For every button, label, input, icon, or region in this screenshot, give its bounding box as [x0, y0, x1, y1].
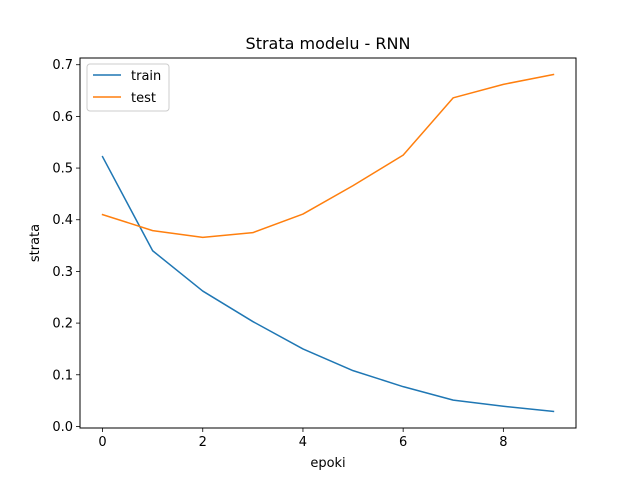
plot-frame: [79, 57, 577, 429]
y-tick-label: 0.0: [52, 420, 73, 435]
x-tick-label: 2: [199, 435, 207, 450]
y-tick-label: 0.2: [52, 317, 73, 332]
x-axis-label: epoki: [310, 456, 345, 471]
y-tick-label: 0.7: [52, 58, 73, 73]
chart-title: Strata modelu - RNN: [246, 34, 411, 53]
x-tick-label: 0: [98, 435, 106, 450]
x-axis-ticks: 0 2 4 6 8: [98, 428, 507, 450]
y-tick-label: 0.3: [52, 265, 73, 280]
x-tick-label: 8: [499, 435, 507, 450]
legend-label-train: train: [131, 69, 161, 84]
y-tick-label: 0.1: [52, 368, 73, 383]
series-line-test: [101, 73, 555, 239]
legend: train test: [86, 63, 170, 112]
plot-area: [101, 73, 555, 413]
legend-label-test: test: [131, 91, 156, 106]
y-tick-label: 0.5: [52, 162, 73, 177]
y-tick-label: 0.6: [52, 110, 73, 125]
series-line-train: [101, 155, 555, 413]
y-tick-label: 0.4: [52, 213, 73, 228]
y-axis-ticks: 0.0 0.1 0.2 0.3 0.4 0.5 0.6 0.7: [52, 58, 80, 435]
x-tick-label: 6: [399, 435, 407, 450]
y-axis-label: strata: [28, 224, 43, 262]
x-tick-label: 4: [299, 435, 307, 450]
